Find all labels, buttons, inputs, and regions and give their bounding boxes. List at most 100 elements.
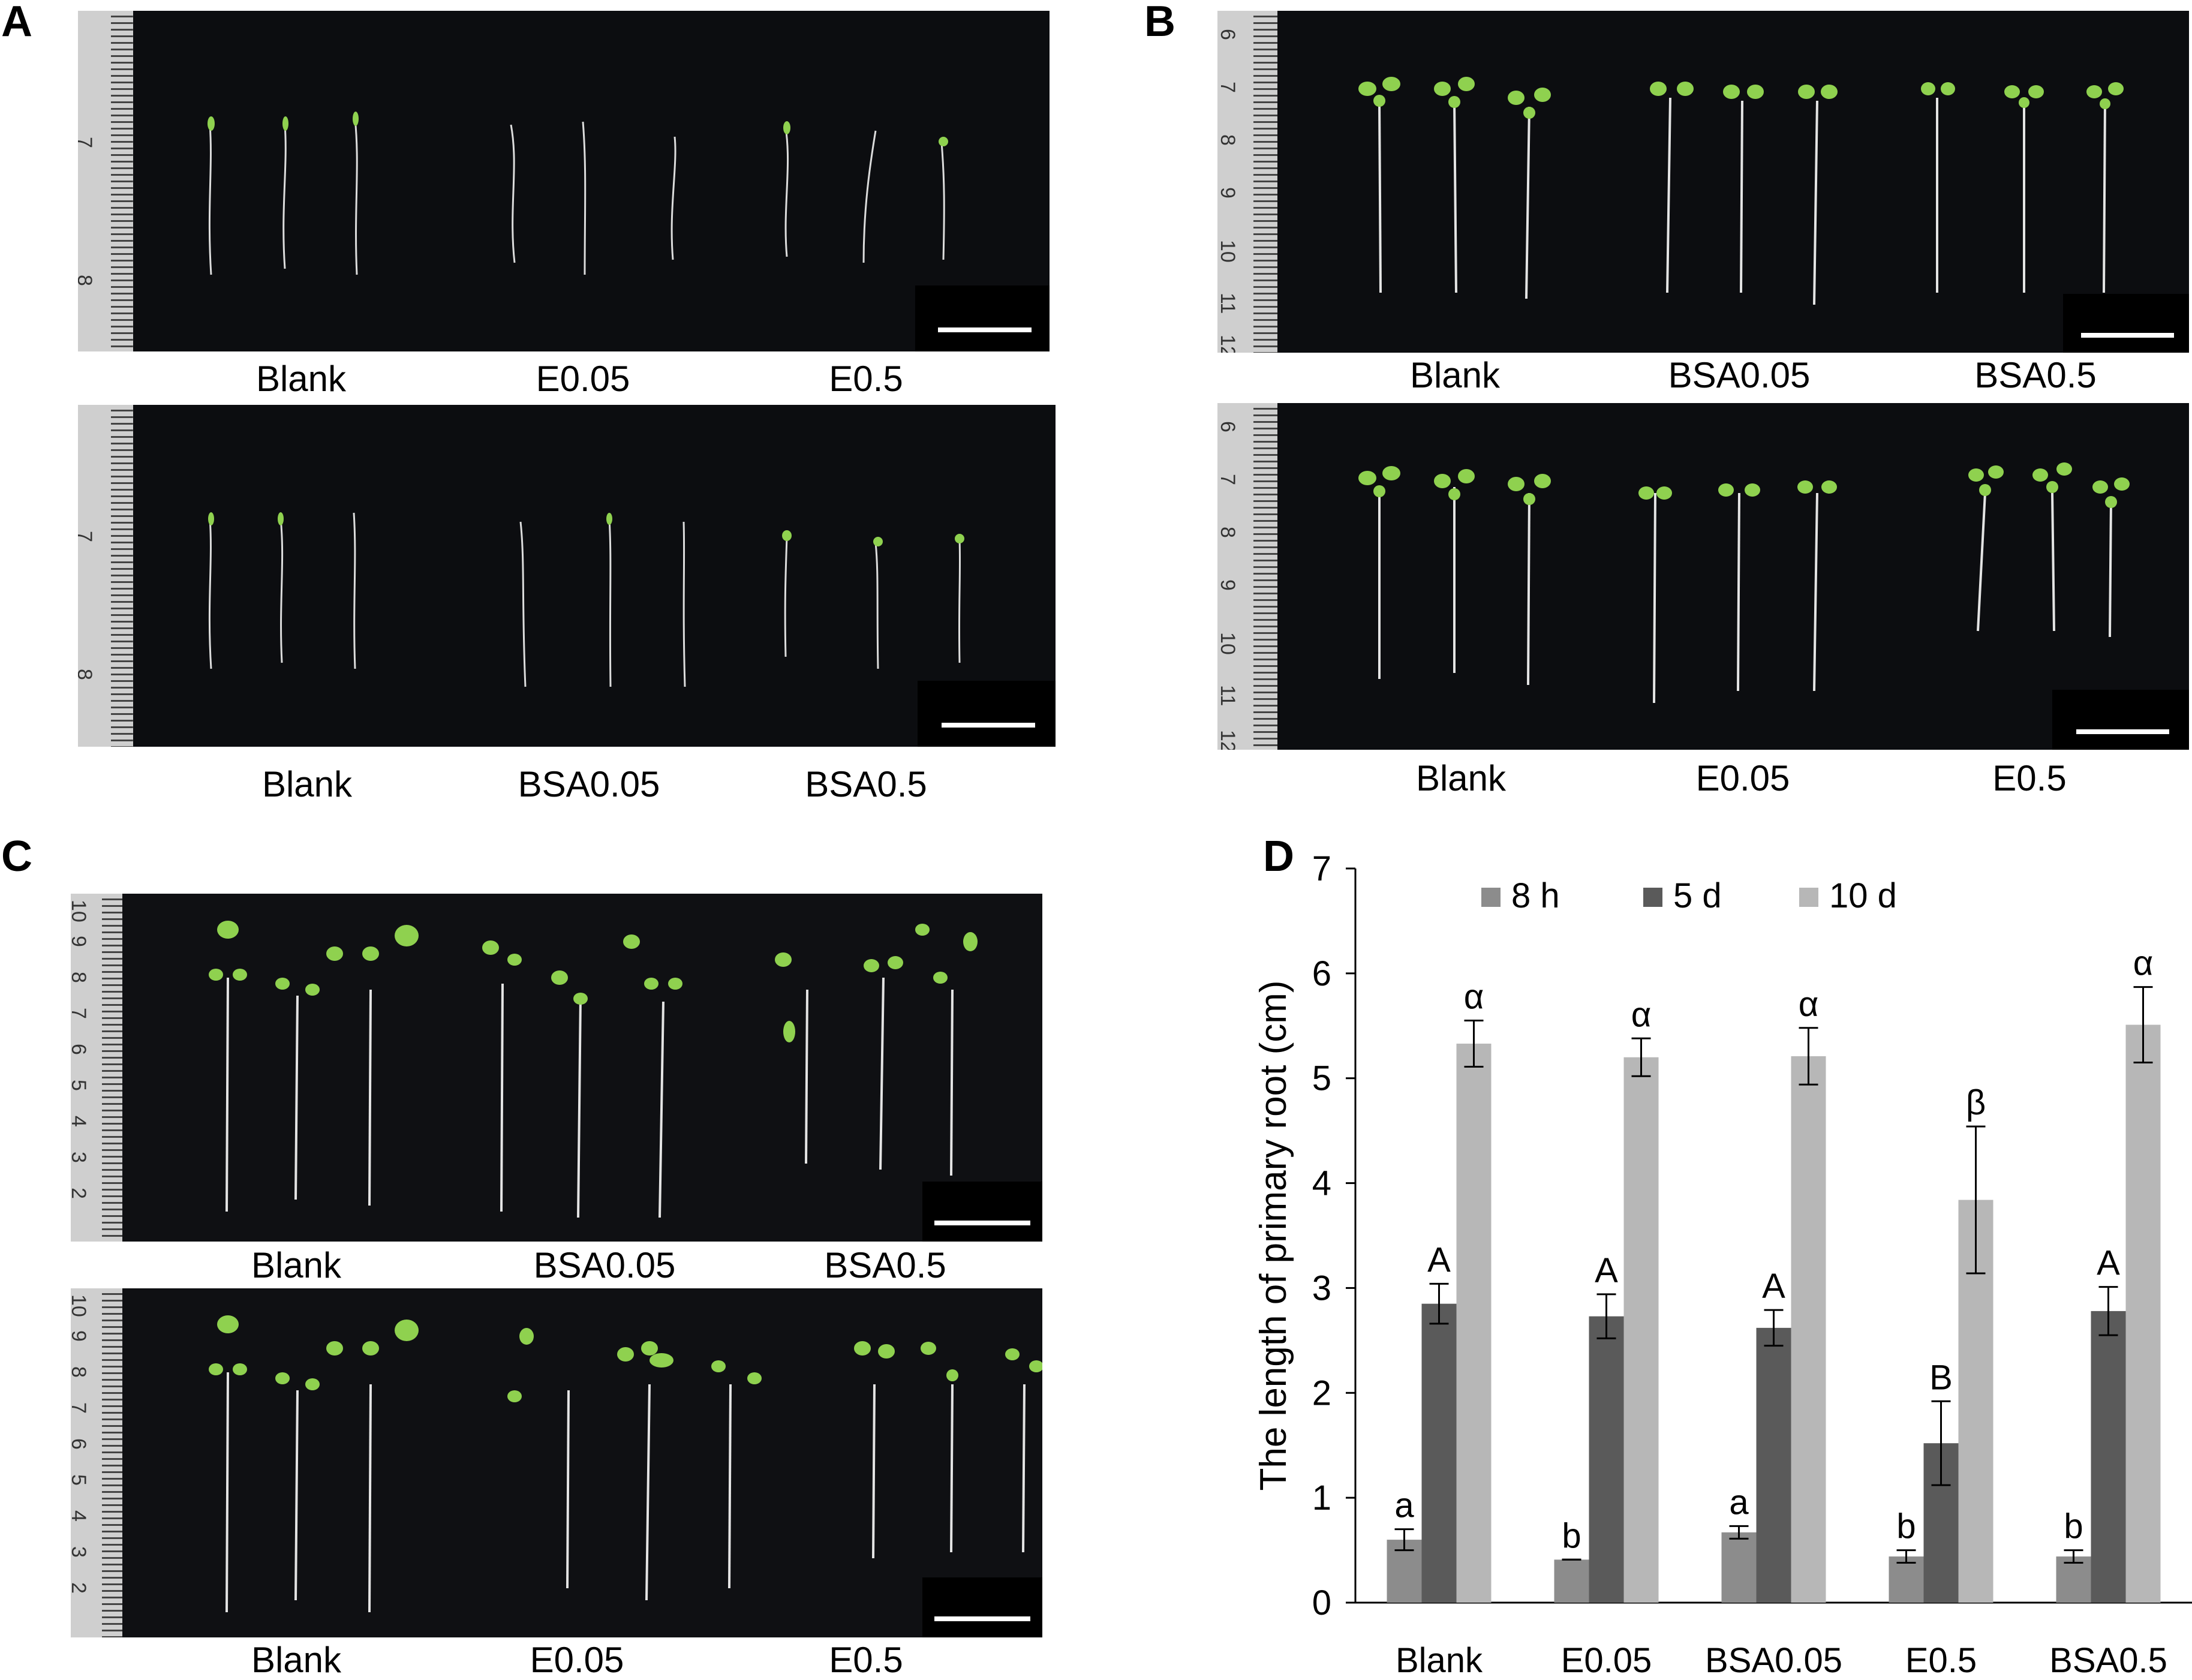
seedlings	[208, 112, 948, 275]
legend-swatch	[1799, 888, 1818, 907]
ruler: 10 9 8 7 6 5 4 3 2	[71, 1288, 122, 1637]
panel-letter-c: C	[1, 833, 32, 880]
bar-chart: 0 1 2 3 4 5 6 7 The length of primary root (cm) a…	[1253, 849, 2192, 1679]
significance-letter: α	[1631, 995, 1652, 1034]
significance-letter: β	[1966, 1083, 1986, 1122]
label-a-top-e05: E0.5	[829, 359, 903, 399]
significance-letter: b	[1562, 1516, 1581, 1555]
bar	[1589, 1316, 1624, 1603]
scale-bar	[2063, 294, 2189, 353]
panel-a-bottom-photo: 7 8	[78, 405, 1056, 747]
bar	[1456, 1044, 1492, 1603]
legend-label: 10 d	[1829, 876, 1897, 915]
label-a-top-blank: Blank	[255, 359, 347, 399]
seedlings	[1358, 77, 2124, 305]
ruler: 6 7 8 9 10 11 12	[1217, 11, 1277, 353]
label-c-top-bsa05: BSA0.5	[824, 1245, 946, 1285]
ruler: 7 8	[78, 405, 133, 747]
label-b-top-bsa05: BSA0.5	[1974, 355, 2097, 395]
significance-letter: α	[1464, 978, 1484, 1017]
ruler: 7 8	[78, 11, 133, 351]
significance-letter: B	[1929, 1358, 1953, 1397]
legend-swatch	[1481, 888, 1501, 907]
x-tick-label: Blank	[1396, 1641, 1483, 1679]
significance-letter: A	[1427, 1240, 1451, 1279]
bar	[1721, 1532, 1757, 1603]
label-c-bottom-e05: E0.5	[829, 1640, 903, 1680]
y-tick-label: 2	[1312, 1374, 1331, 1412]
significance-letter: a	[1729, 1483, 1749, 1522]
y-tick-label: 0	[1312, 1583, 1331, 1622]
y-tick-label: 4	[1312, 1164, 1331, 1203]
ruler: 10 9 8 7 6 5 4 3 2	[71, 894, 122, 1242]
panel-b-top-photo: 6 7 8 9 10 11 12	[1217, 11, 2189, 353]
scale-bar-line	[934, 1616, 1030, 1621]
label-a-bottom-bsa05: BSA0.5	[805, 764, 927, 804]
label-b-bottom-blank: Blank	[1415, 758, 1507, 798]
bar	[2056, 1556, 2091, 1603]
panel-letter-a: A	[1, 0, 32, 46]
x-tick-label: E0.5	[1905, 1641, 1977, 1679]
y-tick-label: 1	[1312, 1478, 1331, 1517]
x-tick-label: E0.05	[1561, 1641, 1652, 1679]
legend-label: 5 d	[1673, 876, 1722, 915]
bar	[1756, 1327, 1791, 1603]
scale-bar-line	[938, 327, 1032, 332]
scale-bar	[918, 681, 1056, 747]
label-b-bottom-e005: E0.05	[1695, 758, 1790, 798]
label-a-top-e005: E0.05	[536, 359, 630, 399]
y-axis-label: The length of primary root (cm)	[1253, 980, 1294, 1490]
label-c-top-blank: Blank	[251, 1245, 342, 1285]
scale-bar-line	[942, 723, 1035, 728]
seedlings	[209, 921, 978, 1218]
label-b-top-blank: Blank	[1409, 355, 1501, 395]
significance-letter: α	[2133, 944, 2154, 983]
y-tick-label: 3	[1312, 1269, 1331, 1308]
scale-bar	[915, 285, 1050, 351]
seedlings	[208, 512, 964, 687]
bar	[1889, 1556, 1924, 1603]
label-b-top-bsa005: BSA0.05	[1668, 355, 1811, 395]
scale-bar-line	[934, 1221, 1030, 1225]
scale-bar-line	[2081, 333, 2174, 338]
panel-b-bottom-photo: 6 7 8 9 10 11 12	[1217, 403, 2189, 750]
significance-letter: A	[2097, 1244, 2120, 1283]
significance-letter: a	[1394, 1486, 1414, 1525]
scale-bar	[922, 1577, 1042, 1637]
label-c-bottom-blank: Blank	[251, 1640, 342, 1680]
panel-letter-b: B	[1144, 0, 1175, 46]
seedlings	[1358, 462, 2130, 704]
legend-swatch	[1643, 888, 1662, 907]
ruler: 6 7 8 9 10 11 12	[1217, 403, 1277, 750]
significance-letter: b	[1896, 1507, 1916, 1546]
significance-letter: b	[2064, 1507, 2083, 1546]
panel-c-top-photo: 10 9 8 7 6 5 4 3 2	[71, 894, 1042, 1242]
x-tick-label: BSA0.05	[1705, 1641, 1842, 1679]
label-a-bottom-bsa005: BSA0.05	[518, 764, 660, 804]
y-tick-label: 5	[1312, 1059, 1331, 1098]
scale-bar	[2052, 690, 2189, 750]
significance-letter: A	[1762, 1267, 1785, 1306]
significance-letter: A	[1595, 1251, 1618, 1290]
label-c-bottom-e005: E0.05	[530, 1640, 624, 1680]
bar	[1421, 1303, 1457, 1603]
panel-letter-d: D	[1263, 833, 1294, 880]
label-b-bottom-e05: E0.5	[1992, 758, 2067, 798]
significance-letter: α	[1799, 985, 1819, 1024]
bar	[2091, 1311, 2126, 1603]
panel-a-top-photo: 7 8	[78, 11, 1050, 351]
label-a-bottom-blank: Blank	[261, 764, 353, 804]
legend-label: 8 h	[1511, 876, 1560, 915]
x-tick-label: BSA0.5	[2049, 1641, 2167, 1679]
seedlings	[209, 1315, 1042, 1613]
label-c-top-bsa005: BSA0.05	[533, 1245, 676, 1285]
y-tick-label: 7	[1312, 849, 1331, 888]
bar	[1623, 1057, 1659, 1603]
bar	[2125, 1024, 2161, 1603]
y-tick-label: 6	[1312, 954, 1331, 993]
bar	[1554, 1559, 1589, 1603]
scale-bar-line	[2076, 729, 2169, 734]
bar	[1791, 1056, 1826, 1603]
panel-c-bottom-photo: 10 9 8 7 6 5 4 3 2	[71, 1288, 1042, 1637]
scale-bar	[922, 1182, 1042, 1242]
